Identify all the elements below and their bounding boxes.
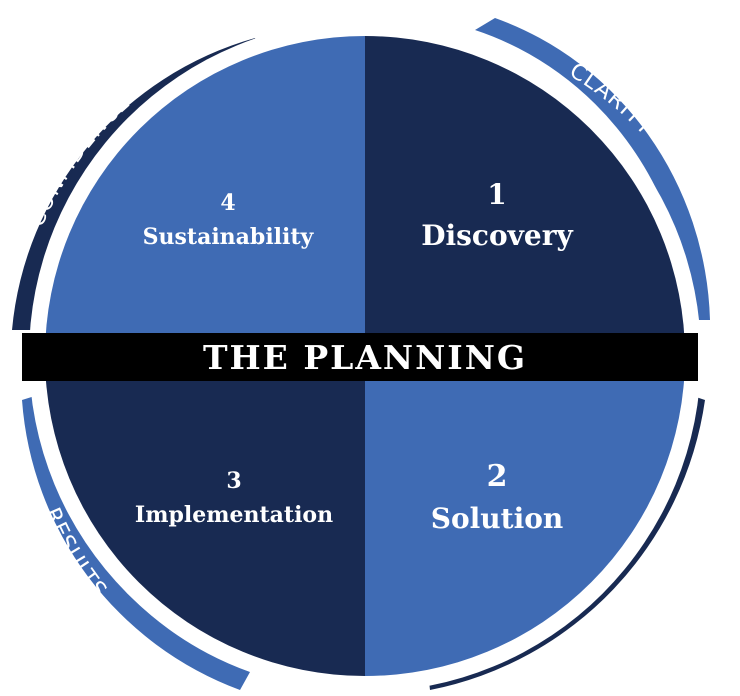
quadrant-2-shape xyxy=(365,356,685,676)
arc-results-shape xyxy=(22,395,250,690)
center-title: THE PLANNING xyxy=(203,338,527,377)
quadrant-4-number: 4 xyxy=(220,190,235,216)
quadrant-4-shape xyxy=(45,36,365,356)
arc-clarity-shape xyxy=(475,18,710,320)
quadrant-1-shape xyxy=(365,36,685,356)
quadrant-2-label: Solution xyxy=(431,502,564,535)
quadrant-3-number: 3 xyxy=(226,468,241,494)
quadrant-1-number: 1 xyxy=(487,178,506,211)
quadrant-3-shape xyxy=(45,356,365,676)
quadrant-1-label: Discovery xyxy=(421,219,573,252)
quadrant-3-label: Implementation xyxy=(135,502,333,528)
quadrant-4-label: Sustainability xyxy=(143,224,315,250)
center-band xyxy=(22,333,698,381)
quadrant-2-number: 2 xyxy=(487,459,508,494)
arc-decision-shape xyxy=(428,395,705,690)
